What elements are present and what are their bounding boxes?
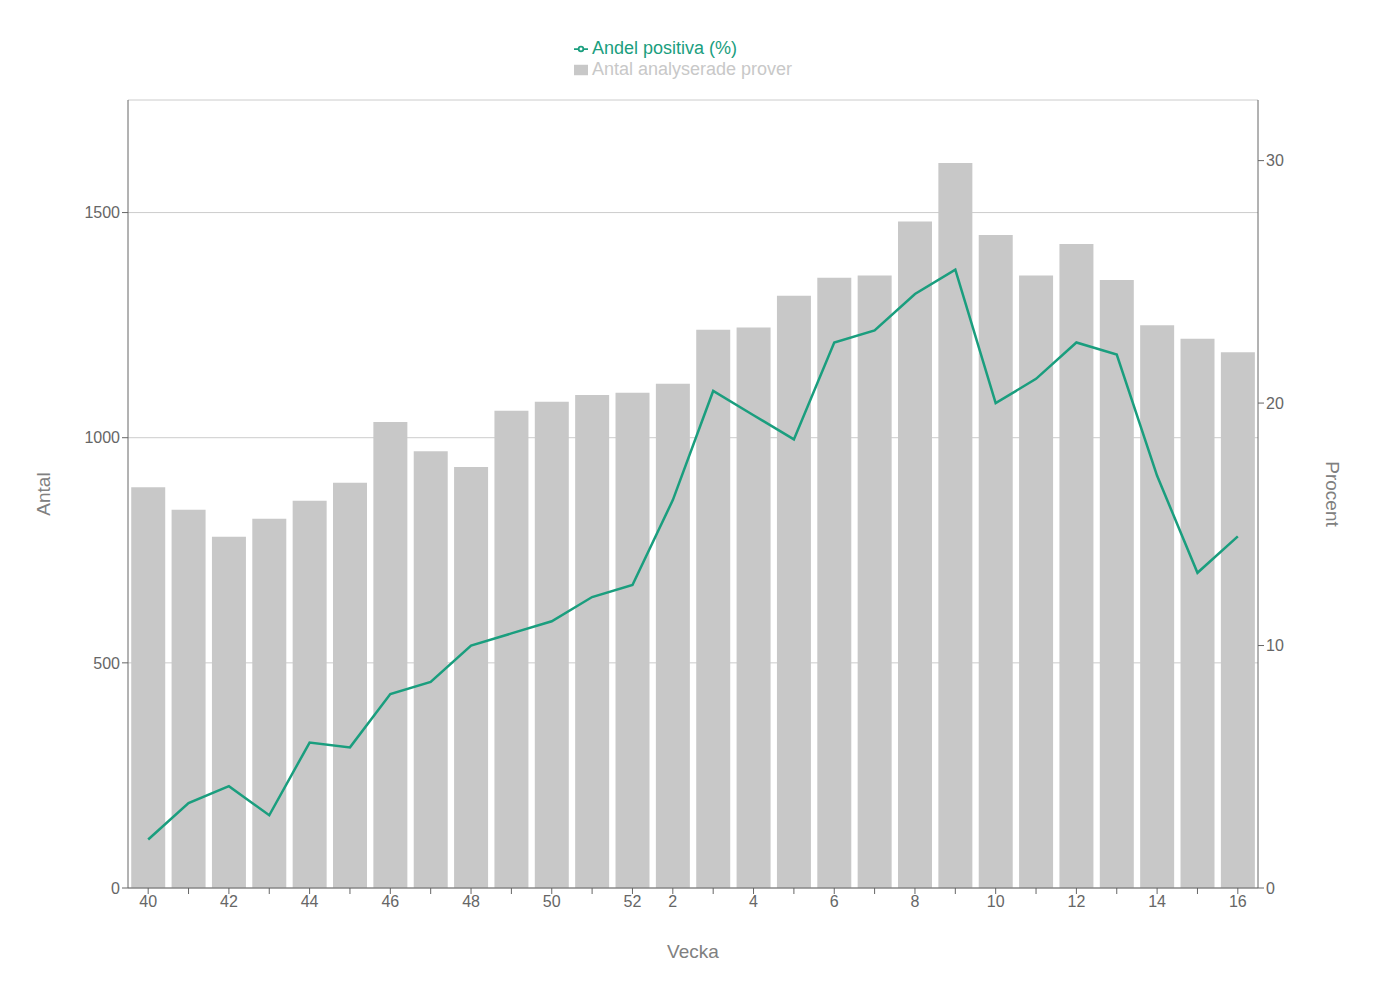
svg-text:10: 10 bbox=[987, 893, 1005, 910]
svg-text:14: 14 bbox=[1148, 893, 1166, 910]
svg-text:500: 500 bbox=[93, 655, 120, 672]
svg-text:Vecka: Vecka bbox=[667, 941, 719, 962]
svg-text:6: 6 bbox=[830, 893, 839, 910]
svg-text:1000: 1000 bbox=[84, 429, 120, 446]
svg-text:46: 46 bbox=[381, 893, 399, 910]
svg-text:1500: 1500 bbox=[84, 204, 120, 221]
svg-text:Procent: Procent bbox=[1322, 461, 1343, 527]
html-text:Andel positiva (%): Andel positiva (%) bbox=[591, 38, 737, 58]
svg-text:52: 52 bbox=[624, 893, 642, 910]
svg-text:0: 0 bbox=[111, 880, 120, 897]
svg-text:20: 20 bbox=[1266, 395, 1284, 412]
svg-text:10: 10 bbox=[1266, 637, 1284, 654]
svg-text:2: 2 bbox=[668, 893, 677, 910]
svg-text:48: 48 bbox=[462, 893, 480, 910]
svg-text:44: 44 bbox=[301, 893, 319, 910]
svg-text:Antal: Antal bbox=[33, 472, 54, 515]
svg-text:0: 0 bbox=[1266, 880, 1275, 897]
svg-text:8: 8 bbox=[911, 893, 920, 910]
svg-text:50: 50 bbox=[543, 893, 561, 910]
svg-text:12: 12 bbox=[1067, 893, 1085, 910]
html-text:Antal analyserade prover: Antal analyserade prover bbox=[591, 59, 793, 79]
svg-text:4: 4 bbox=[749, 893, 758, 910]
svg-text:42: 42 bbox=[220, 893, 238, 910]
svg-text:16: 16 bbox=[1229, 893, 1247, 910]
svg-text:40: 40 bbox=[139, 893, 157, 910]
svg-text:30: 30 bbox=[1266, 152, 1284, 169]
